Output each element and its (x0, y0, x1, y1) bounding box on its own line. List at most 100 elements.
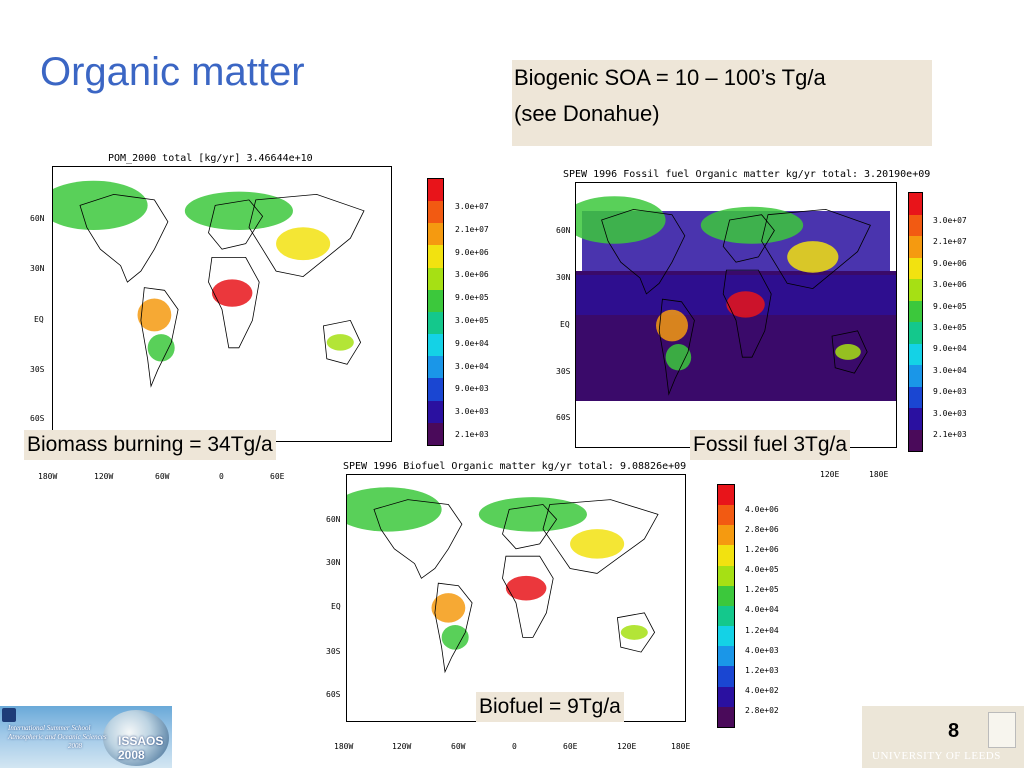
colorbar-segment (909, 365, 922, 387)
colorbar-label: 2.1e+07 (933, 237, 967, 247)
colorbar-label: 9.0e+06 (933, 258, 967, 268)
colorbar-segment (428, 400, 443, 423)
colorbar-label: 3.0e+05 (455, 315, 489, 325)
colorbar-segment (428, 201, 443, 224)
biomass-map (52, 166, 392, 442)
fossil-land (601, 208, 871, 396)
biomass-lon-label: 180W (38, 472, 58, 481)
biomass-lat-label: 30S (30, 365, 45, 374)
colorbar-label: 2.1e+03 (933, 430, 967, 440)
colorbar-segment (718, 646, 734, 667)
fossil-lat-label: 30S (556, 367, 571, 376)
biomass-caption: Biomass burning = 34Tg/a (24, 430, 276, 460)
biomass-map-title: POM_2000 total [kg/yr] 3.46644e+10 (108, 153, 313, 164)
continent-outline (761, 208, 871, 290)
biofuel-map-image (347, 487, 659, 674)
colorbar-label: 3.0e+06 (933, 280, 967, 290)
fossil-lon-label: 120E (820, 470, 840, 479)
colorbar-segment (909, 408, 922, 430)
fossil-colorbar (908, 192, 923, 452)
colorbar-label: 3.0e+03 (933, 408, 967, 418)
colorbar-label: 3.0e+04 (455, 361, 489, 371)
colorbar-label: 4.0e+03 (745, 645, 779, 655)
biomass-lat-label: 30N (30, 264, 45, 273)
biofuel-map (346, 474, 686, 722)
fossil-map (575, 182, 897, 448)
colorbar-label: 3.0e+07 (455, 202, 489, 211)
fossil-map-image (576, 183, 896, 447)
colorbar-segment (909, 257, 922, 279)
colorbar-segment (428, 179, 443, 202)
biomass-lat-label: 60S (30, 414, 45, 423)
soa-note-box: Biogenic SOA = 10 – 100’s Tg/a (see Dona… (512, 60, 932, 146)
logo-line: International Summer School (8, 724, 91, 732)
biofuel-lon-label: 120W (392, 742, 412, 751)
biofuel-lat-label: 30N (326, 558, 341, 567)
continent-outline (542, 499, 659, 574)
continent-outline (434, 582, 473, 674)
colorbar-label: 3.0e+05 (933, 323, 967, 333)
continent-outline (373, 499, 463, 579)
colorbar-segment (428, 334, 443, 357)
biomass-lon-label: 0 (219, 472, 224, 481)
colorbar-label: 9.0e+05 (933, 301, 967, 311)
emission-area (347, 487, 442, 532)
colorbar-segment (718, 525, 734, 546)
emission-area (656, 309, 688, 342)
fossil-colorbar-labels: 3.0e+07 2.1e+07 9.0e+06 3.0e+06 9.0e+05 … (933, 210, 967, 445)
biomass-colorbar (427, 178, 444, 446)
biomass-lat-label: EQ (34, 315, 44, 324)
colorbar-segment (909, 214, 922, 236)
colorbar-label: 1.2e+06 (745, 545, 779, 555)
biomass-lon-label: 60E (270, 472, 285, 481)
university-name: UNIVERSITY OF LEEDS (872, 750, 1001, 762)
continent-outline (140, 287, 179, 388)
biofuel-colorbar-labels: 4.0e+06 2.8e+06 1.2e+06 4.0e+05 1.2e+05 … (745, 500, 779, 721)
emission-area (441, 625, 469, 650)
fossil-lat-label: 60S (556, 413, 571, 422)
biofuel-lon-label: 180E (671, 742, 691, 751)
colorbar-label: 1.2e+05 (745, 585, 779, 595)
soa-line-1: Biogenic SOA = 10 – 100’s Tg/a (514, 65, 826, 90)
emission-area (326, 334, 354, 351)
colorbar-segment (428, 289, 443, 312)
biofuel-lon-label: 180W (334, 742, 354, 751)
colorbar-label: 9.0e+03 (455, 384, 489, 394)
colorbar-segment (428, 267, 443, 290)
continent-outline (831, 330, 868, 374)
colorbar-segment (718, 686, 734, 707)
colorbar-segment (909, 279, 922, 301)
biofuel-lon-label: 120E (617, 742, 637, 751)
colorbar-label: 2.8e+06 (745, 525, 779, 535)
emission-area (620, 625, 648, 640)
emission-area (787, 241, 839, 273)
biomass-colorbar-labels: 3.0e+07 2.1e+07 9.0e+06 3.0e+06 9.0e+05 … (455, 196, 489, 447)
colorbar-label: 2.1e+03 (455, 429, 489, 439)
emission-area (184, 191, 293, 231)
colorbar-segment (909, 193, 922, 215)
issaos-logo: International Summer School Atmospheric … (0, 706, 172, 768)
biofuel-colorbar (717, 484, 735, 728)
colorbar-segment (909, 386, 922, 408)
colorbar-segment (428, 311, 443, 335)
colorbar-segment (909, 300, 922, 322)
colorbar-segment (718, 666, 734, 687)
colorbar-label: 3.0e+07 (933, 216, 967, 225)
globe-icon (103, 710, 169, 766)
colorbar-segment (909, 322, 922, 344)
biofuel-lat-label: EQ (331, 602, 341, 611)
emission-area (478, 497, 587, 532)
colorbar-label: 2.1e+07 (455, 224, 489, 234)
biofuel-lat-label: 60S (326, 690, 341, 699)
colorbar-segment (718, 626, 734, 647)
colorbar-segment (909, 236, 922, 258)
colorbar-segment (428, 245, 443, 268)
biofuel-caption: Biofuel = 9Tg/a (476, 692, 624, 722)
colorbar-segment (718, 485, 734, 506)
fossil-caption: Fossil fuel 3Tg/a (690, 430, 851, 460)
colorbar-label: 9.0e+06 (455, 247, 489, 257)
colorbar-segment (718, 565, 734, 586)
continent-outline (601, 208, 686, 295)
colorbar-label: 3.0e+06 (455, 270, 489, 280)
biofuel-lon-label: 60W (451, 742, 466, 751)
